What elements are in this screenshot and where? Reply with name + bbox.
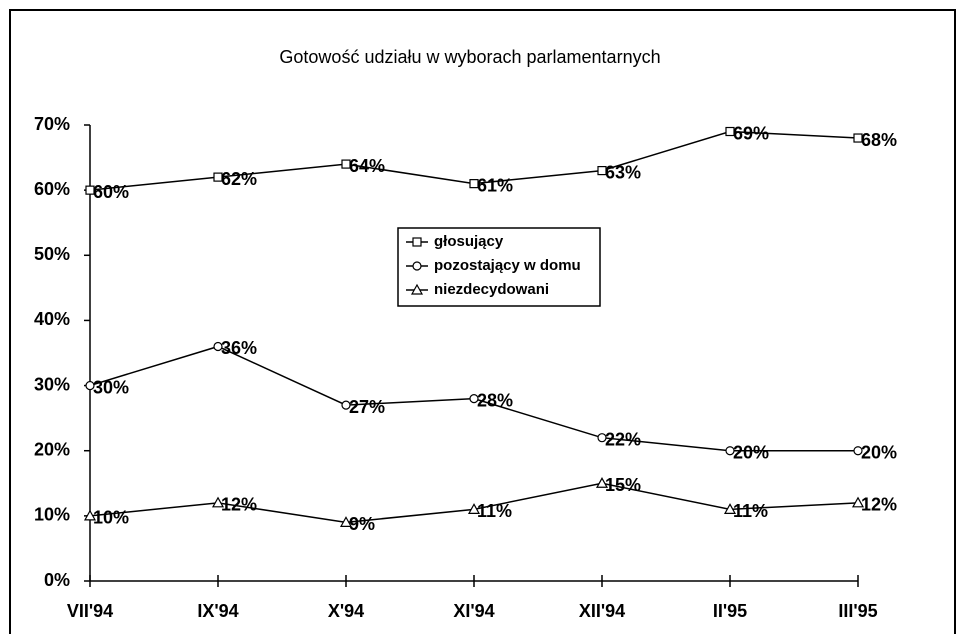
legend-box [397, 227, 601, 307]
data-point [467, 503, 481, 514]
data-label: 11% [733, 501, 768, 521]
data-label: 20% [733, 442, 769, 462]
x-tick-label: XII'94 [579, 601, 625, 621]
legend-label: głosujący [434, 233, 504, 250]
data-label: 22% [605, 429, 641, 449]
data-point [83, 509, 97, 521]
data-point [85, 185, 95, 195]
data-point [595, 477, 609, 488]
data-point [339, 516, 353, 527]
data-point [851, 496, 865, 508]
data-label: 12% [861, 495, 897, 515]
legend-label: pozostający w domu [434, 257, 581, 274]
data-label: 12% [221, 495, 257, 515]
y-tick-label: 60% [34, 179, 70, 199]
legend-marker [412, 261, 422, 271]
data-label: 11% [477, 501, 512, 521]
data-point [211, 496, 225, 508]
data-point [853, 446, 863, 456]
data-point [469, 394, 479, 404]
data-label: 28% [477, 390, 513, 410]
data-label: 30% [93, 377, 129, 397]
y-tick-label: 20% [34, 439, 70, 459]
x-tick-label: XI'94 [453, 601, 494, 621]
y-tick-label: 30% [34, 374, 70, 394]
y-tick-label: 50% [34, 244, 70, 264]
y-tick-label: 10% [34, 505, 70, 525]
data-point [723, 503, 737, 514]
data-point [85, 380, 95, 391]
data-point [469, 179, 479, 189]
data-point [725, 126, 735, 137]
x-tick-label: III'95 [838, 601, 877, 621]
data-label: 20% [861, 442, 897, 462]
data-point [341, 400, 351, 410]
data-label: 63% [605, 162, 641, 182]
data-label: 10% [93, 508, 129, 528]
data-point [725, 446, 735, 456]
y-tick-label: 40% [34, 309, 70, 329]
data-label: 27% [349, 397, 385, 417]
x-tick-label: IX'94 [197, 601, 238, 621]
data-label: 9% [349, 514, 375, 534]
legend-marker [412, 237, 422, 247]
legend-label: niezdecydowani [434, 281, 549, 298]
data-label: 69% [733, 123, 769, 143]
data-label: 62% [221, 169, 257, 189]
y-tick-label: 70% [34, 114, 70, 134]
data-point [597, 433, 607, 443]
x-tick-label: VII'94 [67, 601, 113, 621]
data-label: 60% [93, 182, 129, 202]
data-point [853, 133, 863, 143]
x-tick-label: X'94 [328, 601, 364, 621]
frame [9, 9, 956, 634]
data-label: 64% [349, 156, 385, 176]
data-point [213, 172, 223, 182]
data-label: 68% [861, 130, 897, 150]
data-label: 15% [605, 475, 641, 495]
y-tick-label: 0% [44, 570, 70, 590]
x-tick-label: II'95 [713, 601, 747, 621]
chart-title: Gotowość udziału w wyborach parlamentarn… [279, 47, 660, 67]
data-label: 61% [477, 175, 513, 195]
legend-marker [410, 283, 424, 295]
data-point [341, 159, 351, 169]
data-label: 36% [221, 338, 257, 358]
data-point [597, 166, 607, 176]
data-point [213, 341, 223, 352]
